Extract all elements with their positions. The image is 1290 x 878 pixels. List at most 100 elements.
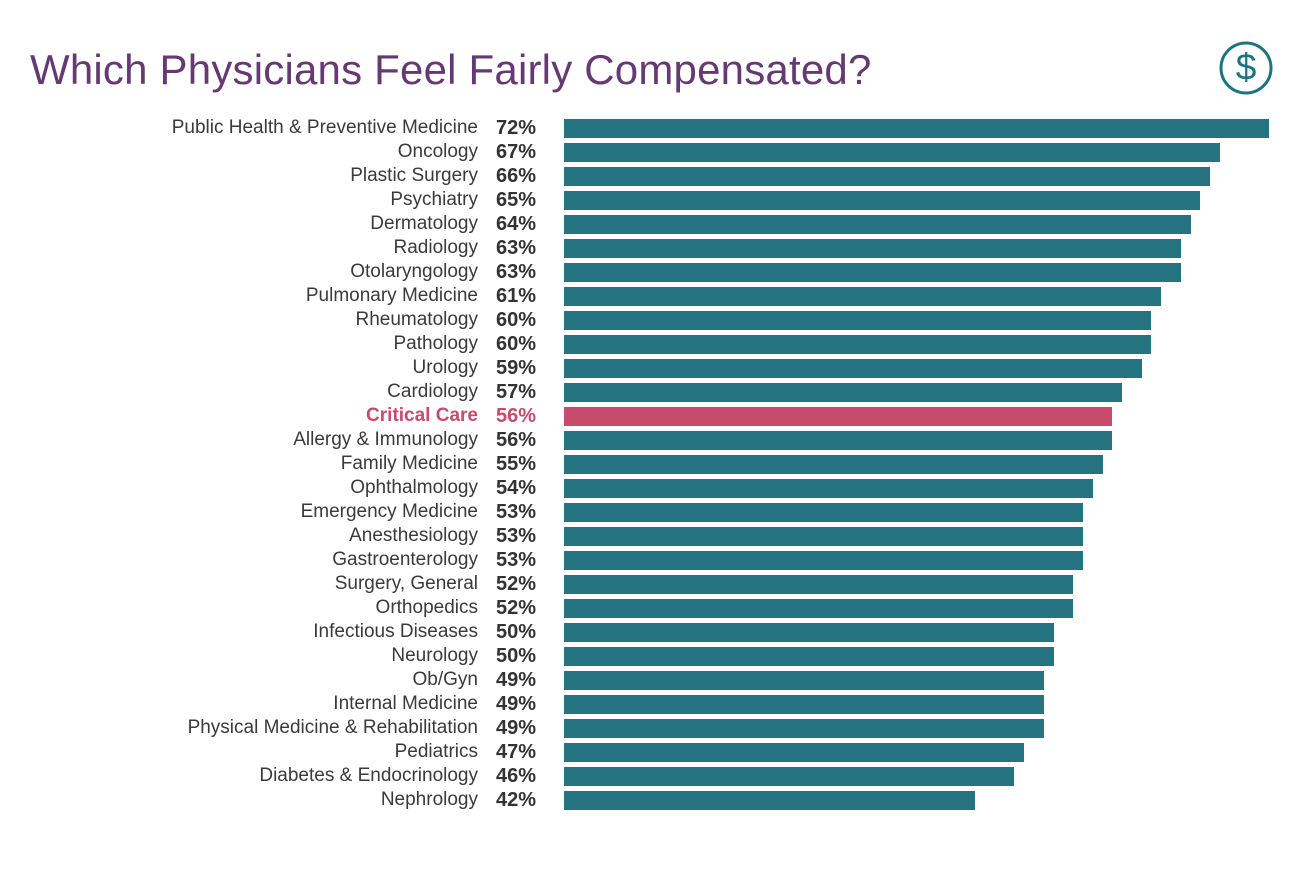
bar-track bbox=[564, 550, 1269, 570]
chart-row: Psychiatry 65% bbox=[0, 188, 1269, 212]
bar-track bbox=[564, 646, 1269, 666]
bar-track bbox=[564, 166, 1269, 186]
bar bbox=[564, 406, 1113, 426]
bar bbox=[564, 454, 1103, 474]
percent-value: 59% bbox=[496, 356, 537, 379]
specialty-label: Critical Care bbox=[366, 405, 478, 426]
percent-value: 63% bbox=[496, 260, 537, 283]
specialty-label: Physical Medicine & Rehabilitation bbox=[187, 717, 478, 738]
specialty-label: Family Medicine bbox=[340, 453, 478, 474]
bar bbox=[564, 574, 1074, 594]
percent-value: 49% bbox=[496, 692, 537, 715]
specialty-label: Psychiatry bbox=[390, 189, 478, 210]
chart-row: Neurology 50% bbox=[0, 644, 1269, 668]
bar-track bbox=[564, 478, 1269, 498]
specialty-label: Anesthesiology bbox=[349, 525, 478, 546]
specialty-label: Pathology bbox=[393, 333, 478, 354]
percent-value: 46% bbox=[496, 764, 537, 787]
chart-row: Orthopedics 52% bbox=[0, 596, 1269, 620]
bar-track bbox=[564, 382, 1269, 402]
dollar-circle-icon: $ bbox=[1219, 41, 1273, 95]
chart-row: Cardiology 57% bbox=[0, 380, 1269, 404]
chart-row: Oncology 67% bbox=[0, 140, 1269, 164]
chart-row: Emergency Medicine 53% bbox=[0, 500, 1269, 524]
specialty-label: Urology bbox=[412, 357, 478, 378]
bar bbox=[564, 742, 1025, 762]
percent-value: 42% bbox=[496, 788, 537, 811]
specialty-label: Emergency Medicine bbox=[300, 501, 478, 522]
bar-track bbox=[564, 454, 1269, 474]
specialty-label: Gastroenterology bbox=[332, 549, 478, 570]
chart-row: Surgery, General 52% bbox=[0, 572, 1269, 596]
percent-value: 60% bbox=[496, 332, 537, 355]
chart-row: Critical Care 56% bbox=[0, 404, 1269, 428]
bar bbox=[564, 358, 1142, 378]
bar bbox=[564, 382, 1123, 402]
bar bbox=[564, 262, 1181, 282]
percent-value: 66% bbox=[496, 164, 537, 187]
specialty-label: Dermatology bbox=[370, 213, 478, 234]
percent-value: 64% bbox=[496, 212, 537, 235]
bar bbox=[564, 334, 1152, 354]
bar bbox=[564, 526, 1083, 546]
chart-row: Family Medicine 55% bbox=[0, 452, 1269, 476]
bar bbox=[564, 118, 1269, 138]
chart-row: Urology 59% bbox=[0, 356, 1269, 380]
chart-row: Physical Medicine & Rehabilitation 49% bbox=[0, 716, 1269, 740]
bar bbox=[564, 310, 1152, 330]
bar-track bbox=[564, 406, 1269, 426]
specialty-label: Allergy & Immunology bbox=[293, 429, 478, 450]
bar-track bbox=[564, 742, 1269, 762]
chart-row: Pulmonary Medicine 61% bbox=[0, 284, 1269, 308]
specialty-label: Neurology bbox=[391, 645, 478, 666]
bar-chart: Public Health & Preventive Medicine 72% … bbox=[0, 116, 1269, 812]
bar-track bbox=[564, 142, 1269, 162]
bar bbox=[564, 502, 1083, 522]
chart-row: Nephrology 42% bbox=[0, 788, 1269, 812]
specialty-label: Pediatrics bbox=[394, 741, 478, 762]
percent-value: 53% bbox=[496, 548, 537, 571]
percent-value: 53% bbox=[496, 500, 537, 523]
page-title: Which Physicians Feel Fairly Compensated… bbox=[30, 46, 872, 94]
bar bbox=[564, 718, 1044, 738]
percent-value: 60% bbox=[496, 308, 537, 331]
bar-track bbox=[564, 718, 1269, 738]
bar-track bbox=[564, 430, 1269, 450]
percent-value: 63% bbox=[496, 236, 537, 259]
icon-dollar-glyph: $ bbox=[1236, 46, 1257, 87]
specialty-label: Internal Medicine bbox=[333, 693, 478, 714]
bar bbox=[564, 214, 1191, 234]
percent-value: 55% bbox=[496, 452, 537, 475]
bar-track bbox=[564, 334, 1269, 354]
chart-row: Ophthalmology 54% bbox=[0, 476, 1269, 500]
bar bbox=[564, 670, 1044, 690]
bar-track bbox=[564, 526, 1269, 546]
percent-value: 72% bbox=[496, 116, 537, 139]
bar bbox=[564, 646, 1054, 666]
percent-value: 56% bbox=[496, 404, 537, 427]
specialty-label: Cardiology bbox=[387, 381, 478, 402]
specialty-label: Pulmonary Medicine bbox=[305, 285, 478, 306]
chart-row: Gastroenterology 53% bbox=[0, 548, 1269, 572]
bar bbox=[564, 166, 1211, 186]
chart-row: Otolaryngology 63% bbox=[0, 260, 1269, 284]
bar-track bbox=[564, 598, 1269, 618]
bar bbox=[564, 286, 1162, 306]
percent-value: 65% bbox=[496, 188, 537, 211]
chart-row: Pathology 60% bbox=[0, 332, 1269, 356]
bar bbox=[564, 550, 1083, 570]
bar bbox=[564, 766, 1015, 786]
chart-row: Pediatrics 47% bbox=[0, 740, 1269, 764]
bar-track bbox=[564, 502, 1269, 522]
bar-track bbox=[564, 190, 1269, 210]
chart-row: Allergy & Immunology 56% bbox=[0, 428, 1269, 452]
percent-value: 53% bbox=[496, 524, 537, 547]
bar bbox=[564, 790, 976, 810]
specialty-label: Surgery, General bbox=[334, 573, 478, 594]
chart-row: Internal Medicine 49% bbox=[0, 692, 1269, 716]
percent-value: 49% bbox=[496, 716, 537, 739]
bar bbox=[564, 598, 1074, 618]
bar-track bbox=[564, 262, 1269, 282]
percent-value: 50% bbox=[496, 644, 537, 667]
